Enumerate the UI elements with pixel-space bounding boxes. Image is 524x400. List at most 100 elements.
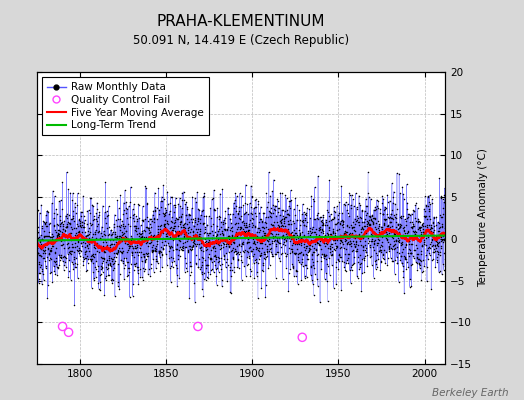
Point [209,240,217,246]
Point [300,275,309,281]
Point [69,244,78,250]
Point [336,218,345,224]
Point [211,252,220,259]
Point [104,212,112,218]
Point [214,228,222,234]
Point [269,176,278,183]
Point [239,211,248,218]
Point [305,228,314,234]
Point [396,220,404,227]
Point [325,224,333,231]
Point [400,228,409,234]
Point [157,244,165,250]
Point [193,232,201,238]
Point [342,237,350,244]
Point [94,228,102,235]
Point [342,260,351,266]
Point [346,241,354,248]
Point [313,240,321,246]
Point [408,241,417,248]
Point [316,224,324,230]
Point [403,206,411,212]
Point [94,221,102,227]
Point [417,269,425,275]
Point [129,280,137,287]
Point [235,240,244,247]
Point [351,244,359,250]
Point [407,283,416,289]
Point [322,241,331,248]
Point [227,290,236,296]
Point [40,258,49,264]
Point [351,221,359,228]
Point [102,239,111,246]
Point [377,224,386,230]
Point [160,222,168,229]
Point [240,249,248,256]
Point [119,230,128,236]
Point [190,236,198,243]
Point [200,230,209,236]
Point [216,234,225,241]
Point [267,214,275,220]
Point [373,203,381,209]
Point [246,231,254,238]
Point [392,219,400,226]
Point [37,202,46,208]
Point [54,227,62,233]
Point [35,276,43,282]
Point [313,276,321,282]
Point [346,238,354,244]
Point [213,232,221,238]
Point [330,214,339,220]
Point [385,243,393,249]
Point [282,211,291,218]
Point [384,222,392,228]
Point [369,240,378,247]
Point [182,244,191,250]
Point [64,220,73,226]
Point [315,242,324,248]
Point [257,219,266,225]
Point [291,250,300,256]
Point [256,204,265,210]
Point [215,216,223,223]
Point [416,224,424,230]
Point [325,177,333,184]
Point [34,250,42,256]
Point [266,246,274,252]
Point [389,215,397,222]
Point [167,243,176,249]
Point [154,185,162,192]
Point [133,218,141,225]
Point [75,228,83,234]
Point [341,230,349,236]
Point [56,213,64,219]
Point [192,221,201,227]
Point [138,218,147,224]
Point [67,230,75,237]
Point [203,246,212,252]
Point [77,213,85,219]
Point [127,236,135,242]
Point [179,240,187,246]
Point [254,236,263,242]
Point [79,193,88,199]
Point [82,267,91,274]
Point [364,169,372,175]
Point [420,213,429,219]
Point [299,219,307,225]
Point [74,248,82,254]
Point [45,251,53,257]
Point [323,262,332,269]
Point [272,251,280,257]
Point [397,242,405,248]
Point [82,248,90,254]
Point [293,245,301,252]
Point [364,190,372,196]
Point [391,237,400,243]
Point [219,218,227,225]
Point [59,221,68,227]
Point [189,243,198,249]
Point [409,207,418,213]
